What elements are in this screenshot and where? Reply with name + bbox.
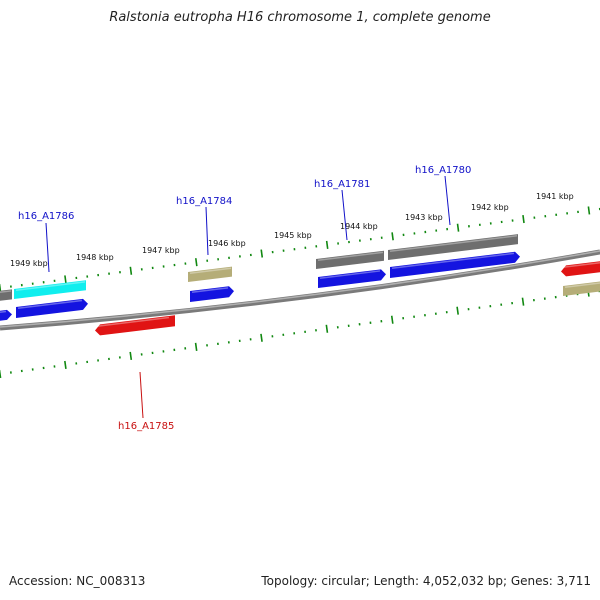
gray-feature (0, 289, 12, 301)
inner-tick-ring (0, 288, 600, 379)
cyan-feature (14, 280, 86, 299)
blue-gene-shine (17, 299, 83, 310)
scale-label-1941: 1941 kbp (536, 192, 574, 201)
gray-feature (316, 250, 384, 269)
scale-label-1947: 1947 kbp (142, 246, 180, 255)
label-leaders (45, 175, 451, 419)
major-tick (390, 315, 394, 324)
topology-text: Topology: circular; Length: 4,052,032 bp… (261, 574, 591, 588)
major-tick (194, 342, 198, 351)
red-gene-shine (96, 316, 170, 328)
gene-label-h16-a1785[interactable]: h16_A1785 (118, 421, 174, 432)
olive-feature-shine (189, 267, 232, 275)
accession-text: Accession: NC_008313 (9, 574, 146, 588)
major-tick (129, 351, 133, 360)
major-tick (456, 223, 460, 232)
olive-feature (188, 266, 232, 282)
outer-tick-ring (0, 206, 600, 293)
major-tick (260, 249, 264, 258)
label-leader-line (205, 206, 209, 256)
gray-feature-shine (317, 251, 384, 262)
label-leader-line (139, 371, 144, 419)
scale-label-1945: 1945 kbp (274, 231, 312, 240)
cyan-feature-shine (15, 281, 86, 292)
olive-feature (563, 281, 600, 296)
scale-label-1946: 1946 kbp (208, 239, 246, 248)
major-tick (194, 258, 198, 267)
major-tick (64, 360, 67, 370)
gene-label-h16-a1781[interactable]: h16_A1781 (314, 179, 370, 190)
scale-label-1949: 1949 kbp (10, 259, 48, 268)
scale-label-1943: 1943 kbp (405, 213, 443, 222)
gene-label-h16-a1784[interactable]: h16_A1784 (176, 196, 232, 207)
major-tick (129, 266, 133, 275)
gene-label-h16-a1786[interactable]: h16_A1786 (18, 211, 74, 222)
feature-track (0, 234, 600, 336)
olive-feature-shine (564, 282, 600, 289)
red-gene (95, 315, 175, 336)
major-tick (587, 206, 591, 215)
major-tick (522, 215, 525, 224)
gray-feature-shine (0, 290, 12, 294)
major-tick (456, 306, 459, 315)
major-tick (325, 240, 329, 249)
scale-label-1944: 1944 kbp (340, 222, 378, 231)
red-gene (561, 261, 600, 277)
blue-gene (16, 298, 88, 318)
gene-label-h16-a1780[interactable]: h16_A1780 (415, 165, 471, 176)
gray-feature-shine (389, 235, 518, 253)
major-tick (521, 297, 525, 306)
blue-gene (190, 286, 234, 302)
blue-gene-shine (391, 252, 515, 270)
gray-feature (388, 234, 518, 260)
chromosome-backbone-highlight (0, 250, 600, 328)
major-tick (325, 324, 329, 333)
major-tick (0, 283, 2, 293)
blue-gene-shine (319, 270, 381, 280)
chromosome-backbone (0, 249, 600, 331)
blue-gene (0, 309, 12, 321)
scale-label-1948: 1948 kbp (76, 253, 114, 262)
major-tick (391, 232, 394, 241)
blue-gene-shine (0, 310, 7, 314)
red-gene-shine (562, 261, 600, 269)
label-leader-line (45, 222, 50, 273)
scale-label-1942: 1942 kbp (471, 203, 509, 212)
major-tick (0, 369, 2, 379)
blue-gene (318, 269, 386, 288)
label-leader-line (341, 189, 348, 241)
map-title: Ralstonia eutropha H16 chromosome 1, com… (109, 10, 491, 25)
blue-gene (390, 251, 520, 278)
major-tick (64, 275, 67, 284)
label-leader-line (444, 175, 451, 226)
major-tick (260, 333, 263, 342)
blue-gene-shine (191, 287, 229, 294)
